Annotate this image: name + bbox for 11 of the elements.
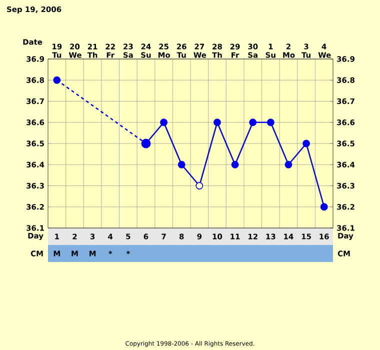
point <box>266 118 274 126</box>
point <box>214 118 221 126</box>
point <box>284 160 292 168</box>
point <box>196 182 204 190</box>
point <box>320 203 328 211</box>
point <box>231 160 239 168</box>
point <box>249 118 257 126</box>
point <box>178 160 186 168</box>
point <box>53 76 61 84</box>
point <box>302 140 310 148</box>
point <box>160 118 168 126</box>
